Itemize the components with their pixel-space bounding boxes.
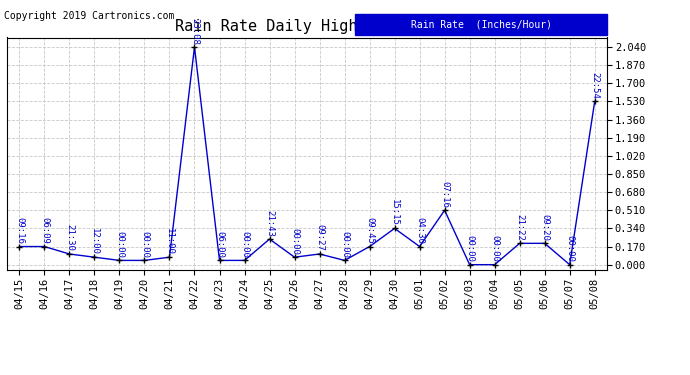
Text: 12:00: 12:00 — [90, 228, 99, 255]
Text: 09:45: 09:45 — [365, 217, 374, 244]
Text: 00:00: 00:00 — [115, 231, 124, 258]
Text: 09:27: 09:27 — [315, 225, 324, 251]
Text: Copyright 2019 Cartronics.com: Copyright 2019 Cartronics.com — [4, 11, 175, 21]
Text: 00:00: 00:00 — [140, 231, 149, 258]
Text: 22:54: 22:54 — [590, 72, 599, 99]
Text: 09:20: 09:20 — [540, 214, 549, 241]
Text: 00:00: 00:00 — [565, 235, 574, 262]
Text: 23:08: 23:08 — [190, 18, 199, 44]
Text: 21:43: 21:43 — [265, 210, 274, 236]
Text: 11:00: 11:00 — [165, 228, 174, 255]
Text: 00:00: 00:00 — [490, 235, 499, 262]
Text: Rain Rate  (Inches/Hour): Rain Rate (Inches/Hour) — [411, 20, 551, 30]
Text: 00:00: 00:00 — [465, 235, 474, 262]
Text: 21:30: 21:30 — [65, 225, 74, 251]
Text: 06:09: 06:09 — [40, 217, 49, 244]
Text: 09:16: 09:16 — [15, 217, 24, 244]
Text: 07:16: 07:16 — [440, 181, 449, 208]
Text: 04:30: 04:30 — [415, 217, 424, 244]
Text: 06:00: 06:00 — [215, 231, 224, 258]
Text: 00:00: 00:00 — [290, 228, 299, 255]
Text: 00:00: 00:00 — [340, 231, 349, 258]
Title: Rain Rate Daily High 20190509: Rain Rate Daily High 20190509 — [175, 18, 440, 33]
Text: 21:22: 21:22 — [515, 214, 524, 241]
Text: 00:00: 00:00 — [240, 231, 249, 258]
Text: 15:15: 15:15 — [390, 199, 399, 226]
FancyBboxPatch shape — [355, 14, 607, 35]
